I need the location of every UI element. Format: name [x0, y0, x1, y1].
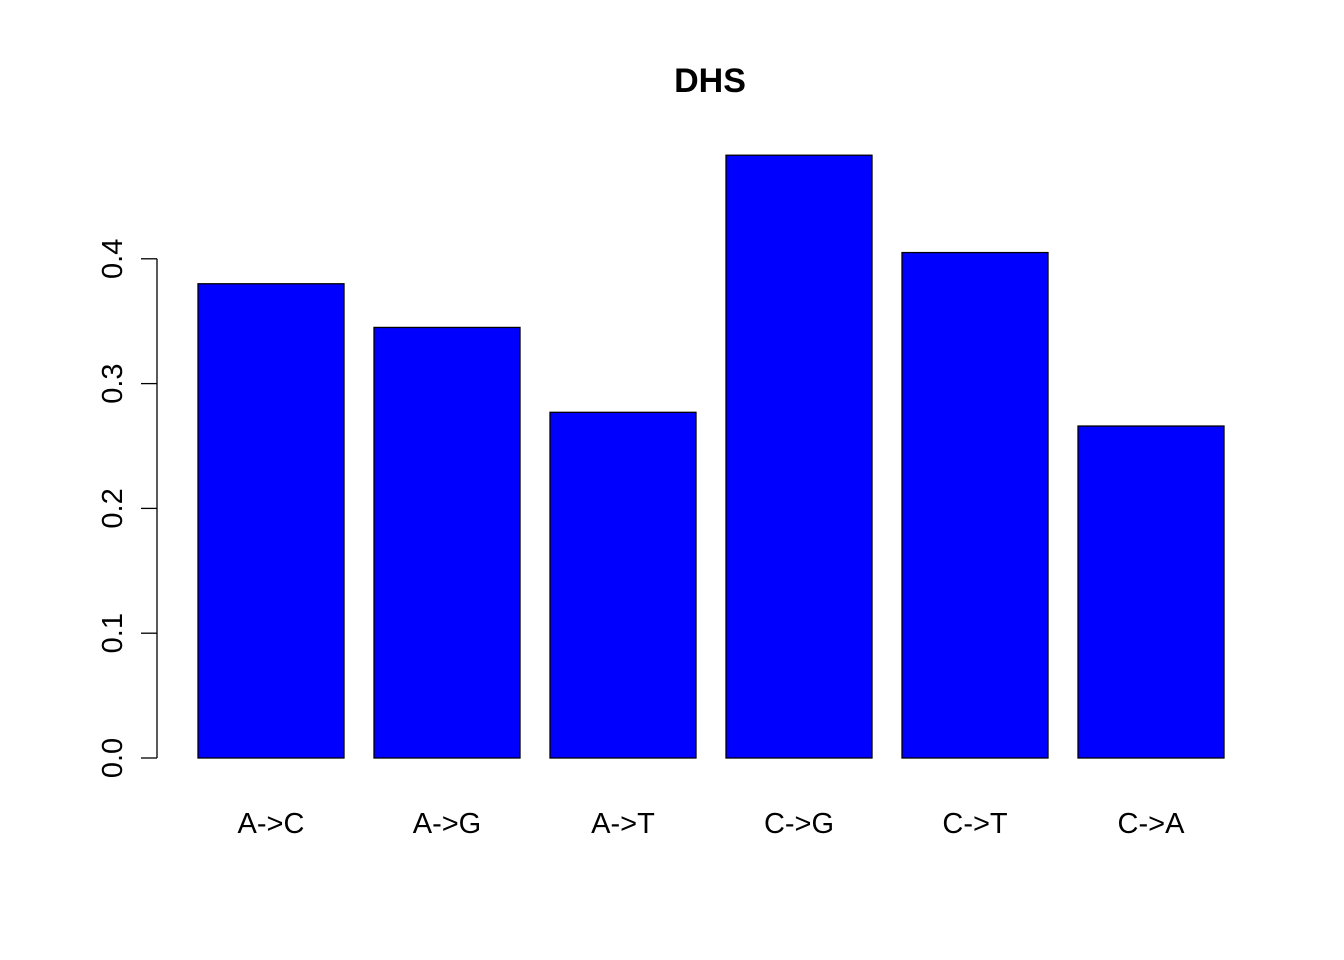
bar [197, 283, 345, 759]
y-axis: 0.0 0.1 0.2 0.3 0.4 [97, 239, 158, 778]
bar [1077, 425, 1225, 759]
y-tick-label: 0.1 [97, 613, 129, 653]
bars-group [197, 154, 1225, 759]
x-category-label: A->T [591, 808, 655, 840]
y-tick-label: 0.2 [97, 488, 129, 528]
x-axis-labels: A->C A->G A->T C->G C->T C->A [238, 808, 1186, 840]
bar [725, 154, 873, 759]
x-category-label: A->G [413, 808, 482, 840]
bar [901, 251, 1049, 759]
x-category-label: A->C [238, 808, 305, 840]
bar [549, 411, 697, 759]
y-tick-label: 0.3 [97, 363, 129, 403]
x-category-label: C->A [1118, 808, 1186, 840]
chart-title: DHS [674, 62, 746, 100]
bar [373, 326, 521, 759]
x-category-label: C->G [764, 808, 834, 840]
y-tick-label: 0.4 [97, 239, 129, 279]
y-tick-label: 0.0 [97, 738, 129, 778]
x-category-label: C->T [942, 808, 1008, 840]
